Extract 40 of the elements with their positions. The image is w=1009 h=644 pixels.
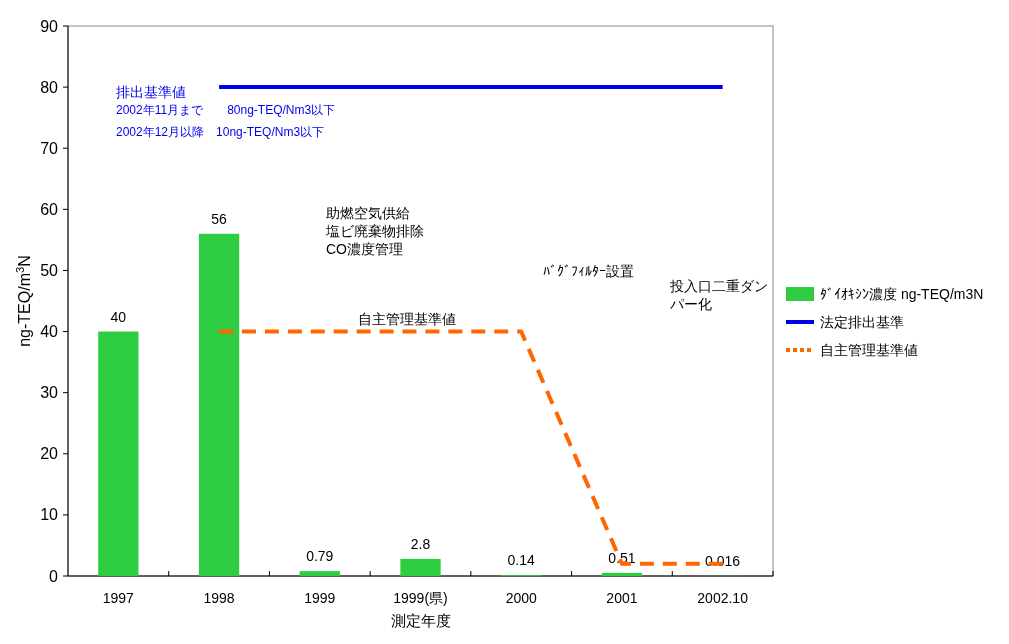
data-label: 0.14 xyxy=(507,552,536,569)
annotation: 自主管理基準値 xyxy=(358,311,456,327)
y-tick-label: 80 xyxy=(40,78,59,96)
legend-label: 法定排出基準 xyxy=(820,313,904,330)
y-tick-label: 10 xyxy=(40,506,59,524)
annotation: 投入口二重ダンパー化 xyxy=(669,278,768,312)
bar xyxy=(98,331,139,576)
data-label: 0.79 xyxy=(306,548,334,565)
annotation: 2002年11月まで 80ng-TEQ/Nm3以下 xyxy=(116,103,336,117)
legend-label: 自主管理基準値 xyxy=(820,341,918,358)
y-tick-label: 90 xyxy=(40,17,59,35)
x-tick-label: 1999 xyxy=(304,590,336,606)
y-tick-label: 0 xyxy=(49,567,59,585)
x-axis-title: 測定年度 xyxy=(390,612,451,629)
data-label: 56 xyxy=(211,210,228,227)
y-tick-label: 70 xyxy=(40,139,59,157)
annotation: 排出基準値 xyxy=(116,84,186,100)
y-tick-label: 20 xyxy=(40,445,59,463)
y-tick-label: 40 xyxy=(40,323,59,341)
y-tick-label: 30 xyxy=(40,384,59,402)
x-tick-label: 1997 xyxy=(102,590,135,606)
data-label: 40 xyxy=(110,308,127,325)
annotation: 助燃空気供給 xyxy=(326,205,410,221)
bar xyxy=(198,233,240,576)
annotation: 塩ビ廃棄物排除 xyxy=(325,223,424,239)
bar xyxy=(601,572,643,576)
x-tick-label: 1999(県) xyxy=(393,590,448,606)
y-tick-label: 50 xyxy=(40,262,59,280)
x-tick-label: 2001 xyxy=(606,590,638,606)
x-tick-label: 2002.10 xyxy=(697,590,749,606)
data-label: 2.8 xyxy=(410,535,431,552)
bar xyxy=(400,558,441,576)
annotation: 2002年12月以降 10ng-TEQ/Nm3以下 xyxy=(116,125,325,139)
annotation: ﾊﾞｸﾞﾌｨﾙﾀｰ設置 xyxy=(543,263,634,279)
y-tick-label: 60 xyxy=(40,200,59,218)
x-tick-label: 2000 xyxy=(505,590,537,606)
bar xyxy=(299,571,340,576)
x-tick-label: 1998 xyxy=(203,590,235,606)
legend-label: ﾀﾞｲｵｷｼﾝ濃度 ng-TEQ/m3N xyxy=(820,285,984,302)
annotation: CO濃度管理 xyxy=(326,241,403,257)
